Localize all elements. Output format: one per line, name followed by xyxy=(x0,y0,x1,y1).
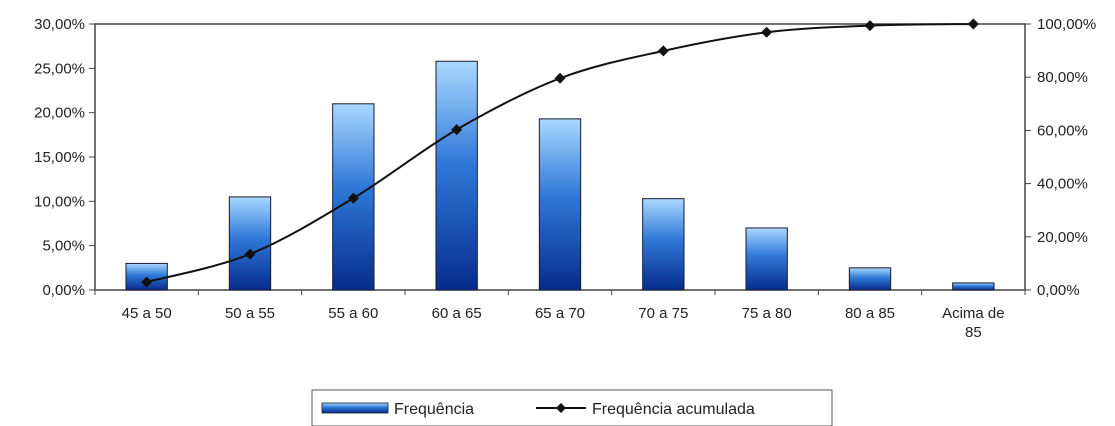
right-tick-label: 100,00% xyxy=(1037,16,1096,33)
left-tick-label: 0,00% xyxy=(42,282,85,299)
legend-label-frequencia-acumulada: Frequência acumulada xyxy=(592,401,755,418)
left-tick-label: 15,00% xyxy=(34,149,85,166)
category-label-75-a-80: 75 a 80 xyxy=(742,305,792,322)
right-tick-label: 0,00% xyxy=(1037,282,1080,299)
bar-65-a-70 xyxy=(538,118,582,291)
left-tick-label: 5,00% xyxy=(42,238,85,255)
category-label-65-a-70: 65 a 70 xyxy=(535,305,585,322)
right-tick-label: 80,00% xyxy=(1037,69,1088,86)
legend-bar-swatch xyxy=(321,402,389,414)
left-axis: 0,00% 5,00% 10,00% 15,00% 20,00% 25,00% 30,00% xyxy=(34,16,95,299)
bar-50-a-55 xyxy=(228,196,272,291)
left-tick-label: 30,00% xyxy=(34,16,85,33)
category-label-45-a-50: 45 a 50 xyxy=(122,305,172,322)
cumulative-point-80-a-85 xyxy=(864,20,876,32)
line-series xyxy=(141,18,979,288)
left-tick-label: 20,00% xyxy=(34,105,85,122)
legend-label-frequencia: Frequência xyxy=(394,401,474,418)
cumulative-point-60-a-65 xyxy=(451,124,463,136)
legend-line-marker xyxy=(556,403,566,413)
cumulative-point-65-a-70 xyxy=(554,72,566,84)
cumulative-point-75-a-80 xyxy=(761,26,773,38)
cumulative-point-70-a-75 xyxy=(657,45,669,57)
left-tick-label: 10,00% xyxy=(34,193,85,210)
bar-70-a-75 xyxy=(642,198,685,291)
cumulative-point-acima-de-85 xyxy=(967,18,979,30)
legend: Frequência Frequência acumulada xyxy=(311,389,833,426)
category-label-60-a-65: 60 a 65 xyxy=(432,305,482,322)
cumulative-point-50-a-55 xyxy=(244,248,256,260)
left-tick-label: 25,00% xyxy=(34,60,85,77)
category-label-70-a-75: 70 a 75 xyxy=(638,305,688,322)
right-tick-label: 60,00% xyxy=(1037,122,1088,139)
category-label-80-a-85: 80 a 85 xyxy=(845,305,895,322)
bar-80-a-85 xyxy=(848,267,892,291)
right-tick-label: 20,00% xyxy=(1037,229,1088,246)
right-tick-label: 40,00% xyxy=(1037,176,1088,193)
category-label-acima-de-85: Acima de 85 xyxy=(942,305,1005,341)
bar-60-a-65 xyxy=(435,60,478,291)
cumulative-point-55-a-60 xyxy=(347,192,359,204)
bar-75-a-80 xyxy=(745,227,788,291)
category-label-50-a-55: 50 a 55 xyxy=(225,305,275,322)
right-axis: 0,00% 20,00% 40,00% 60,00% 80,00% 100,00% xyxy=(1025,16,1096,299)
category-axis: 45 a 50 50 a 55 55 a 60 60 a 65 65 a 70 70 a … xyxy=(94,290,1026,341)
cumulative-point-45-a-50 xyxy=(141,276,153,288)
category-label-55-a-60: 55 a 60 xyxy=(328,305,378,322)
bar-series xyxy=(125,60,995,291)
bar-acima-de-85 xyxy=(952,282,995,291)
